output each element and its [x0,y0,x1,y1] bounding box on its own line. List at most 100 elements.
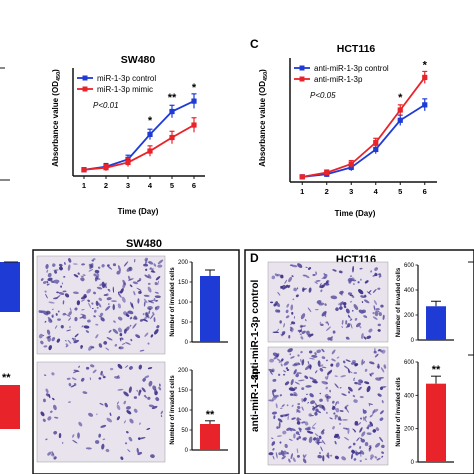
stained-cell [118,291,122,293]
stained-cell [331,349,336,355]
stained-cell [304,427,311,431]
stained-cell [144,311,149,318]
stained-cell [372,316,378,320]
stained-cell [153,263,157,267]
stained-cell [378,312,382,317]
stained-cell [333,412,336,415]
stained-cell [53,456,57,460]
stained-cell [147,342,150,345]
stained-cell [81,309,85,311]
stained-cell [132,317,137,320]
stained-cell [334,414,338,418]
stained-cell [131,302,134,310]
x-tick-label: 1 [82,181,86,190]
cropped-bar [0,262,20,312]
stained-cell [349,300,353,303]
stained-cell [297,329,303,333]
stained-cell [381,444,385,449]
stained-cell [78,421,83,427]
stained-cell [73,383,77,386]
stained-cell [359,427,363,433]
stained-cell [74,333,79,338]
stained-cell [152,311,155,316]
stained-cell [275,403,278,409]
stained-cell [319,283,322,288]
stained-cell [53,269,59,271]
x-tick-label: 4 [374,187,379,196]
stained-cell [341,326,343,328]
stained-cell [144,332,149,337]
stained-cell [99,283,103,287]
stained-cell [159,383,161,387]
p-value-annotation: P<0.05 [310,91,336,100]
stained-cell [83,325,90,329]
stained-cell [125,442,128,445]
stained-cell [290,356,295,359]
stained-cell [79,316,85,319]
stained-cell [51,372,55,376]
stained-cell [312,273,316,276]
stained-cell [291,311,294,315]
stained-cell [80,313,86,316]
stained-cell [361,301,364,304]
cropped-bar [0,385,20,429]
stained-cell [129,316,133,320]
stained-cell [353,430,356,433]
stained-cell [293,362,301,366]
stained-cell [54,270,57,274]
stained-cell [350,323,353,329]
stained-cell [359,459,362,463]
stained-cell [155,276,161,281]
stained-cell [66,329,72,332]
stained-cell [319,435,322,440]
stained-cell [278,421,281,429]
stained-cell [315,370,318,374]
stained-cell [302,437,307,441]
stained-cell [121,296,126,303]
stained-cell [40,310,44,314]
stained-cell [68,258,72,263]
stained-cell [369,373,372,377]
stained-cell [112,286,114,293]
stained-cell [364,299,370,304]
stained-cell [272,455,275,460]
stained-cell [296,454,300,458]
stained-cell [308,436,313,444]
stained-cell [85,330,89,333]
stained-cell [355,363,359,366]
stained-cell [341,456,346,461]
stained-cell [268,368,274,372]
stained-cell [154,295,161,299]
stained-cell [68,311,72,316]
significance-mark: * [423,60,428,72]
stained-cell [302,458,307,464]
series-line-1 [302,76,426,178]
stained-cell [48,393,51,399]
stained-cell [307,401,310,404]
stained-cell [320,289,323,293]
stained-cell [143,300,146,307]
y-tick-label: 0 [411,338,415,344]
stained-cell [308,413,312,417]
stained-cell [128,275,131,281]
stained-cell [77,432,80,439]
stained-cell [136,447,139,454]
stained-cell [329,389,331,393]
y-tick-label: 50 [181,320,188,326]
stained-cell [295,373,299,378]
stained-cell [360,278,362,281]
stained-cell [144,257,148,262]
stained-cell [370,457,373,460]
stained-cell [117,265,121,272]
legend-label: miR-1-3p control [97,74,156,83]
stained-cell [120,337,124,340]
stained-cell [334,383,339,389]
stained-cell [55,294,61,300]
stained-cell [276,353,280,358]
x-tick-label: 2 [104,181,108,190]
stained-cell [325,381,328,385]
stained-cell [56,282,58,285]
y-tick-label: 0 [185,340,189,346]
stained-cell [152,385,157,391]
